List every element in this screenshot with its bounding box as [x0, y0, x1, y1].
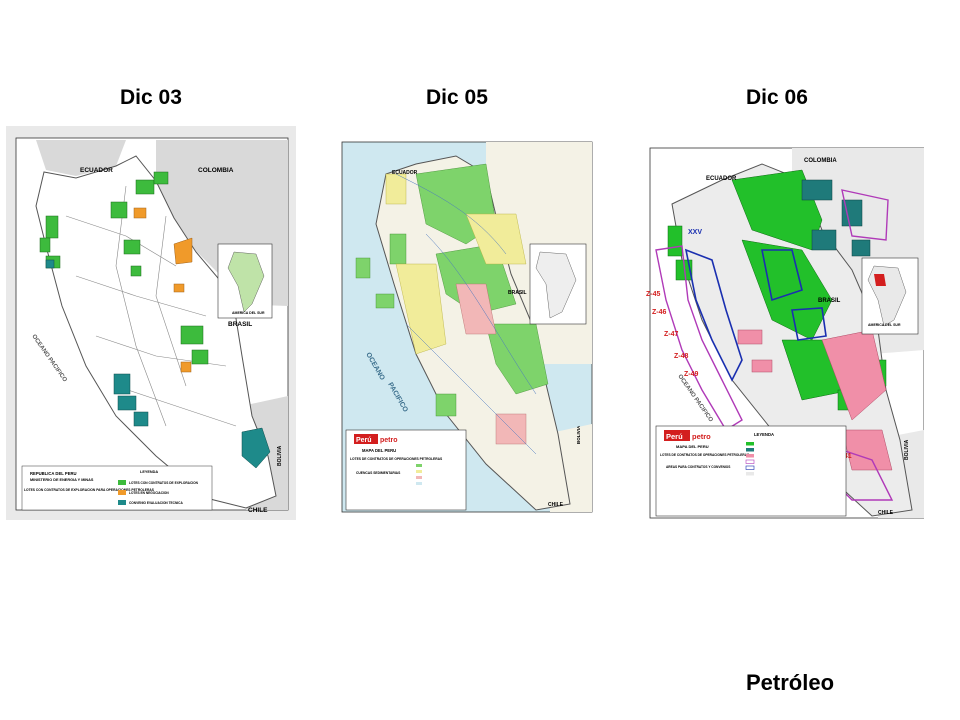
- legend-heading-1: MAPA DEL PERU: [362, 448, 396, 453]
- brand-peru: Perú: [666, 432, 683, 441]
- brand-petro: petro: [692, 432, 711, 441]
- legend-heading-2: MINISTERIO DE ENERGIA Y MINAS: [30, 478, 94, 482]
- map-dic03: ECUADOR COLOMBIA BRASIL CHILE BOLIVIA OC…: [6, 126, 296, 520]
- legend-heading-1: REPUBLICA DEL PERU: [30, 471, 77, 476]
- block-z49: Z-49: [684, 371, 699, 378]
- block-z46: Z-46: [652, 309, 667, 316]
- panel-title-dic06: Dic 06: [746, 86, 808, 109]
- label-inset: AMERICA DEL SUR: [232, 311, 265, 315]
- map-dic05: ECUADOR BRASIL CHILE BOLIVIA OCEANO PACI…: [336, 134, 596, 520]
- label-brasil: BRASIL: [228, 321, 252, 328]
- panel-title-dic03: Dic 03: [120, 86, 182, 109]
- legend-title: LEYENDA: [140, 470, 158, 474]
- legend-heading-3: AREAS PARA CONTRATOS Y CONVENIOS: [666, 465, 730, 469]
- footer-caption: Petróleo: [746, 670, 835, 695]
- label-ecuador: ECUADOR: [80, 167, 113, 174]
- label-colombia: COLOMBIA: [198, 167, 234, 174]
- label-chile: CHILE: [248, 507, 268, 514]
- label-bolivia: BOLIVIA: [277, 445, 283, 466]
- label-inset: AMERICA DEL SUR: [868, 323, 901, 327]
- legend-heading-2: LOTES DE CONTRATOS DE OPERACIONES PETROL…: [350, 457, 443, 461]
- brand-peru: Perú: [356, 437, 372, 444]
- block-z47: Z-47: [664, 331, 679, 338]
- label-chile: CHILE: [878, 510, 894, 516]
- legend-heading-2: LOTES DE CONTRATOS DE OPERACIONES PETROL…: [660, 453, 749, 457]
- legend-item-negotiation: LOTES EN NEGOCIACION: [129, 491, 169, 495]
- block-xxv: XXV: [688, 229, 702, 236]
- legend-heading-3: LOTES CON CONTRATOS DE EXPLORACION PARA …: [24, 488, 155, 492]
- label-brasil: BRASIL: [818, 298, 841, 304]
- legend-heading-1: MAPA DEL PERU: [676, 444, 709, 449]
- map-dic06: ECUADOR COLOMBIA BRASIL CHILE BOLIVIA OC…: [642, 140, 924, 520]
- label-ecuador: ECUADOR: [392, 170, 418, 176]
- block-z45: Z-45: [646, 291, 661, 298]
- panel-title-dic05: Dic 05: [426, 86, 488, 109]
- label-chile: CHILE: [548, 502, 564, 508]
- legend-title: LEYENDA: [754, 432, 774, 437]
- label-colombia: COLOMBIA: [804, 158, 837, 164]
- label-bolivia: BOLIVIA: [904, 439, 910, 460]
- label-bolivia: BOLIVIA: [576, 425, 581, 444]
- label-ecuador: ECUADOR: [706, 176, 737, 182]
- legend-item-contracts: LOTES CON CONTRATOS DE EXPLORACION: [129, 481, 199, 485]
- block-z48: Z-48: [674, 353, 689, 360]
- label-brasil: BRASIL: [508, 290, 527, 296]
- legend-item-evaluation: CONVENIO EVALUACION TECNICA: [129, 501, 183, 505]
- legend-heading-3: CUENCAS SEDIMENTARIAS: [356, 471, 401, 475]
- brand-petro: petro: [380, 437, 398, 444]
